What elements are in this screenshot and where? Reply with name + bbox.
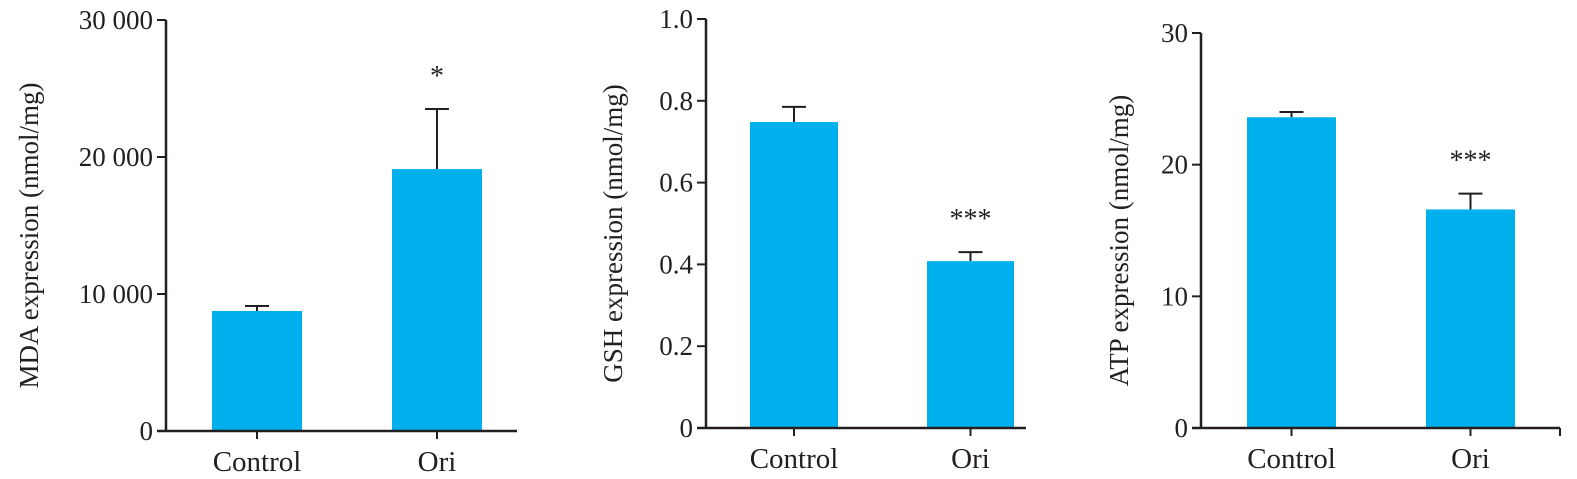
bar-ori (392, 169, 482, 431)
bar-ori (1426, 209, 1515, 428)
y-tick-label: 0.2 (659, 331, 693, 361)
chart-panel-2: Control *** Ori 0 0.2 0.4 0.6 0.8 1.0 GSH express… (598, 4, 1026, 475)
significance-marker: *** (950, 204, 992, 235)
y-tick-label: 20 (1161, 150, 1188, 180)
x-tick-label: Control (1247, 443, 1336, 475)
bar-control (212, 310, 302, 431)
significance-marker: * (430, 61, 444, 92)
y-tick-label: 1.0 (659, 4, 693, 34)
y-tick-label: 0 (680, 413, 694, 443)
x-tick-label: Ori (1451, 443, 1490, 475)
y-tick-label: 0.6 (659, 168, 693, 198)
y-tick-label: 10 (1161, 281, 1188, 311)
y-tick-label: 0.4 (659, 249, 693, 279)
x-tick-label: Control (213, 446, 302, 478)
y-axis-label: ATP expression (nmol/mg) (1104, 95, 1134, 386)
y-tick-label: 20 000 (79, 142, 153, 172)
x-tick-label: Ori (418, 446, 457, 478)
bar-control (1247, 117, 1336, 429)
y-axis-label: GSH expression (nmol/mg) (598, 84, 628, 382)
significance-marker: *** (1450, 146, 1492, 177)
chart-panel-3: Control *** Ori 0 10 20 30 ATP expression (nmol… (1104, 18, 1561, 475)
bar-control (750, 122, 838, 429)
bar-ori (927, 261, 1014, 428)
chart-panel-1: Control * Ori 0 10 000 20 000 30 000 MDA expres… (14, 5, 517, 478)
y-tick-label: 30 000 (79, 5, 153, 35)
y-axis-label: MDA expression (nmol/mg) (14, 83, 44, 389)
y-tick-label: 0 (1175, 413, 1189, 443)
x-tick-label: Control (750, 443, 839, 475)
y-tick-label: 0 (140, 416, 154, 446)
x-tick-label: Ori (951, 443, 990, 475)
y-tick-label: 10 000 (79, 279, 153, 309)
y-tick-label: 30 (1161, 18, 1188, 48)
y-tick-label: 0.8 (659, 86, 693, 116)
